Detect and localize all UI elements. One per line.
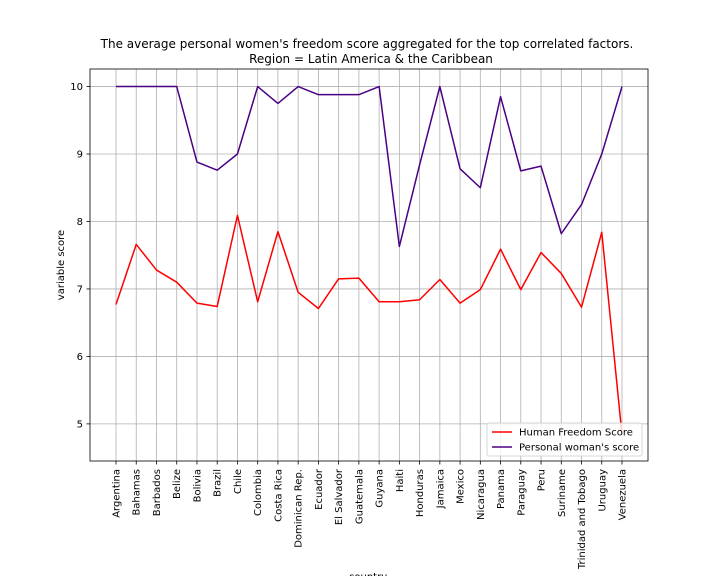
- legend-label: Personal woman's score: [519, 443, 639, 454]
- y-tick-label: 10: [70, 82, 83, 93]
- y-tick-label: 5: [77, 419, 83, 430]
- x-tick-label: Suriname: [557, 469, 568, 517]
- x-tick-label: Brazil: [213, 469, 224, 497]
- x-axis-ticks: Argentina Bahamas Barbados Belize Bolivia Bra…: [112, 461, 629, 570]
- y-tick-label: 8: [77, 217, 83, 228]
- x-tick-label: Mexico: [456, 469, 467, 504]
- series-line-human-freedom-score: [115, 214, 623, 435]
- x-tick-label: Peru: [537, 469, 548, 491]
- x-tick-label: Ecuador: [314, 468, 325, 510]
- x-tick-label: Belize: [172, 469, 183, 499]
- x-tick-label: Bolivia: [192, 469, 203, 502]
- y-axis-label: variable score: [56, 230, 67, 300]
- x-tick-label: Uruguay: [597, 469, 608, 512]
- legend-label: Human Freedom Score: [519, 428, 633, 439]
- x-tick-label: Nicaragua: [476, 469, 487, 520]
- y-tick-label: 6: [77, 352, 83, 363]
- x-tick-label: Paraguay: [516, 469, 527, 516]
- x-tick-label: Trinidad and Tobago: [577, 469, 588, 570]
- x-tick-label: El Salvador: [334, 468, 345, 525]
- x-tick-label: Bahamas: [132, 469, 143, 516]
- x-tick-label: Argentina: [112, 469, 123, 518]
- grid-lines: [90, 69, 648, 461]
- x-tick-label: Guatemala: [354, 469, 365, 524]
- y-tick-label: 7: [77, 284, 83, 295]
- y-axis-ticks: 5 6 7 8 9 10: [70, 82, 90, 430]
- legend-box: [486, 422, 643, 457]
- x-tick-label: Haiti: [395, 469, 406, 492]
- x-tick-label: Venezuela: [618, 469, 629, 520]
- series-line-personal-womans-score: [116, 85, 623, 248]
- series-lines: [115, 85, 623, 435]
- x-tick-label: Chile: [233, 469, 244, 494]
- x-tick-label: Jamaica: [435, 469, 446, 509]
- x-axis-label: country: [349, 572, 387, 576]
- plot-frame: [89, 68, 649, 462]
- x-tick-label: Guyana: [375, 469, 386, 508]
- x-tick-label: Colombia: [253, 469, 264, 516]
- legend: Human Freedom Score Personal woman's scor…: [486, 422, 643, 457]
- x-tick-label: Dominican Rep.: [294, 469, 305, 548]
- x-tick-label: Costa Rica: [273, 469, 284, 522]
- x-tick-label: Panama: [496, 469, 507, 509]
- y-tick-label: 9: [77, 150, 83, 161]
- x-tick-label: Honduras: [415, 469, 426, 517]
- x-tick-label: Barbados: [152, 469, 163, 516]
- chart-subtitle: Region = Latin America & the Caribbean: [249, 52, 493, 66]
- chart-title: The average personal women's freedom sco…: [100, 37, 634, 51]
